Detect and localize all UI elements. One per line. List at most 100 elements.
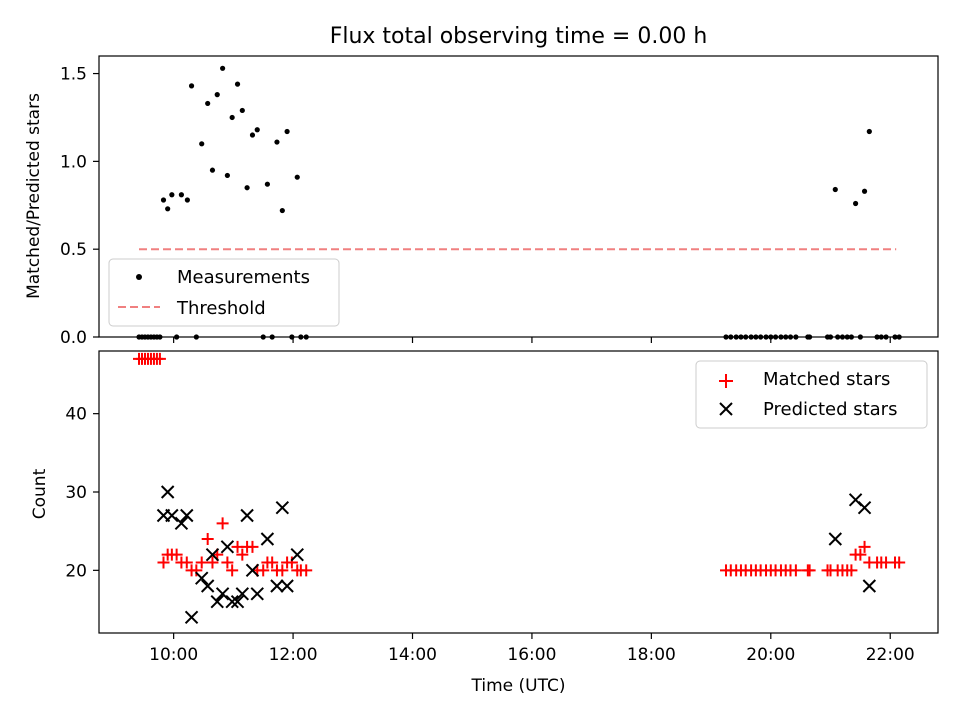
measurement-point [188, 83, 195, 89]
predicted-star-point [184, 610, 199, 625]
measurement-point [861, 188, 868, 194]
top-y-tick-label: 1.5 [60, 65, 87, 85]
predicted-star-point [235, 587, 250, 601]
bottom-legend: Matched stars Predicted stars [695, 360, 928, 429]
matched-star-point [845, 564, 858, 577]
predicted-star-point [862, 579, 877, 593]
matched-star-point [257, 564, 270, 577]
bottom-x-tick-label: 14:00 [388, 645, 437, 665]
matched-star-point [170, 548, 183, 561]
predicted-star-point [260, 532, 275, 546]
matched-star-point [236, 548, 249, 561]
bottom-x-tick-label: 16:00 [507, 645, 556, 665]
matched-star-point [195, 556, 208, 569]
top-ticks: 0.0 0.5 1.0 1.5 [60, 65, 891, 348]
measurement-point [239, 107, 245, 114]
predicted-star-point [225, 594, 239, 609]
predicted-star-point [230, 594, 245, 609]
top-panel: 0.0 0.5 1.0 1.5 Matched/Predicted stars Mea… [24, 55, 939, 348]
matched-star-point [266, 556, 279, 569]
chart-title: Flux total observing time = 0.00 h [330, 24, 708, 49]
matched-star-point [858, 540, 871, 553]
predicted-star-point [250, 587, 264, 601]
top-y-tick-label: 0.0 [60, 328, 87, 348]
legend-matched-label: Matched stars [763, 369, 890, 390]
matched-star-point [285, 556, 298, 569]
legend-threshold-label: Threshold [176, 298, 266, 319]
measurement-point [160, 197, 167, 203]
bottom-x-tick-label: 22:00 [866, 645, 915, 665]
predicted-star-point [160, 485, 175, 499]
bottom-legend-box [695, 360, 928, 429]
measurement-point [294, 174, 300, 180]
top-legend: Measurements Threshold [108, 258, 340, 327]
legend-measurements-marker [136, 274, 142, 280]
predicted-star-point [220, 540, 235, 554]
measurement-point [209, 167, 216, 173]
bottom-y-tick-label: 30 [65, 483, 87, 503]
predicted-star-point [200, 579, 215, 593]
bottom-panel: 10:00 12:00 14:00 16:00 18:00 20:00 22:00 20 30 4… [30, 350, 939, 696]
measurement-point [220, 65, 226, 71]
measurement-point [279, 207, 285, 214]
predicted-star-point [215, 587, 230, 601]
matched-star-point [221, 556, 234, 569]
matched-star-point [276, 564, 289, 577]
measurement-point [264, 181, 270, 187]
predicted-star-point [245, 563, 260, 578]
predicted-star-point [174, 516, 189, 531]
bottom-ticks: 10:00 12:00 14:00 16:00 18:00 20:00 22:00 20 30 4… [65, 405, 914, 665]
matched-star-point [803, 564, 816, 577]
predicted-star-point [290, 547, 304, 562]
measurement-point [199, 141, 205, 147]
measurement-point [274, 139, 280, 145]
bottom-x-tick-label: 10:00 [149, 645, 198, 665]
predicted-star-point [240, 508, 254, 523]
measurement-point [229, 114, 235, 121]
bottom-x-axis-label: Time (UTC) [471, 676, 566, 696]
predicted-star-point [210, 594, 224, 609]
top-y-axis-label: Matched/Predicted stars [24, 93, 44, 299]
measurement-point [249, 132, 256, 138]
predicted-star-point [280, 579, 294, 593]
matched-star-point [190, 564, 203, 577]
matched-star-point [216, 517, 229, 530]
matched-star-point [226, 564, 239, 577]
measurement-point [852, 200, 859, 207]
predicted-star-point [857, 500, 872, 515]
legend-predicted-label: Predicted stars [763, 399, 897, 420]
matched-star-point [893, 556, 906, 569]
measurement-point [178, 192, 185, 198]
predicted-star-point [180, 508, 194, 523]
matched-star-point [206, 556, 219, 569]
measurement-point [205, 100, 211, 107]
measurement-point [214, 92, 220, 98]
matched-star-point [153, 352, 166, 365]
bottom-x-tick-label: 12:00 [269, 645, 318, 665]
predicted-star-point [205, 547, 220, 562]
matched-star-point [157, 556, 170, 569]
measurement-point [169, 192, 175, 198]
predicted-star-point [828, 532, 842, 546]
measurement-point [184, 197, 190, 203]
legend-matched-marker [719, 374, 733, 388]
bottom-y-tick-label: 40 [65, 405, 87, 425]
predicted-star-point [195, 571, 209, 585]
matched-star-point [201, 533, 214, 545]
measurement-point [224, 172, 230, 179]
measurement-point [234, 81, 241, 87]
measurement-point [244, 185, 250, 191]
matched-star-point [854, 548, 867, 561]
bottom-x-tick-label: 18:00 [627, 645, 676, 665]
bottom-y-axis-label: Count [30, 468, 50, 519]
predicted-star-point [270, 579, 284, 593]
predicted-star-point [165, 508, 179, 523]
measurement-point [165, 206, 171, 212]
legend-predicted-marker [719, 402, 733, 416]
top-axes-frame [98, 55, 939, 338]
predicted-star-point [275, 500, 290, 515]
measurement-point [866, 128, 872, 135]
top-y-tick-label: 0.5 [60, 240, 87, 260]
bottom-y-tick-label: 20 [65, 561, 87, 581]
